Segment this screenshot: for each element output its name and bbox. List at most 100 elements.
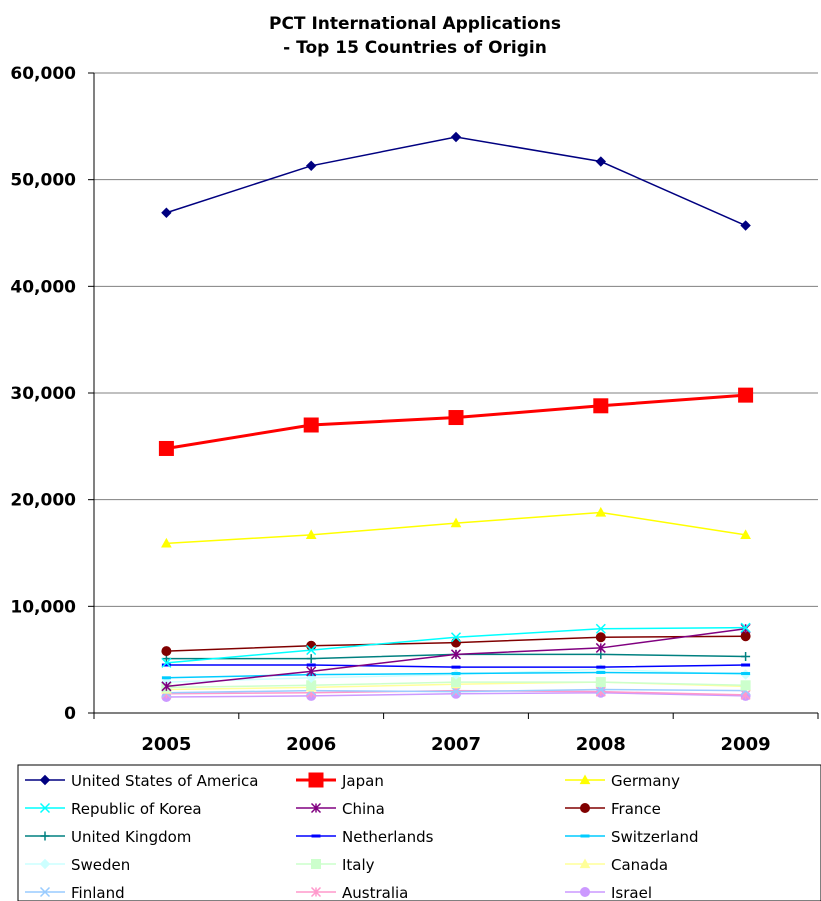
y-tick-label: 10,000: [10, 597, 76, 617]
y-tick-label: 50,000: [10, 171, 76, 191]
chart-subtitle: - Top 15 Countries of Origin: [283, 38, 547, 58]
data-point: [450, 131, 462, 143]
x-tick-label: 2007: [431, 734, 481, 755]
legend-label: United States of America: [71, 772, 258, 790]
data-point: [740, 680, 751, 691]
series-australia: [161, 685, 751, 700]
legend-label: China: [342, 800, 385, 818]
data-point: [741, 672, 751, 676]
legend-label: Republic of Korea: [71, 800, 202, 818]
data-point: [450, 517, 462, 528]
data-point: [161, 663, 171, 667]
legend-item: Finland: [25, 884, 125, 901]
data-point: [579, 774, 591, 785]
data-point: [450, 632, 462, 643]
series-japan: [158, 387, 754, 456]
x-tick-label: 2006: [286, 734, 336, 755]
data-point: [451, 665, 461, 669]
data-point: [595, 506, 607, 517]
series-netherlands: [161, 663, 751, 669]
y-tick-label: 20,000: [10, 491, 76, 511]
legend-label: Australia: [342, 884, 408, 901]
chart-title: PCT International Applications: [269, 14, 561, 34]
data-point: [579, 858, 591, 869]
data-point: [305, 160, 317, 172]
legend-item: United Kingdom: [25, 828, 191, 846]
series-germany: [161, 506, 751, 548]
legend-item: Canada: [565, 856, 668, 874]
data-point: [310, 802, 322, 814]
data-point: [161, 681, 172, 692]
data-point: [40, 831, 50, 841]
legend-label: Finland: [71, 884, 125, 901]
legend-label: France: [611, 800, 661, 818]
data-point: [740, 220, 751, 231]
data-point: [595, 632, 606, 643]
legend-box: [17, 764, 821, 901]
legend: United States of America Japan Germany Repu…: [17, 764, 821, 901]
y-tick-label: 30,000: [10, 384, 76, 404]
data-point: [741, 651, 751, 661]
x-tick-label: 2005: [141, 734, 191, 755]
data-point: [741, 663, 751, 667]
data-point: [306, 654, 316, 664]
legend-item: Australia: [296, 884, 408, 901]
data-point: [158, 440, 174, 456]
data-point: [450, 649, 462, 660]
legend-item: Switzerland: [565, 828, 699, 846]
data-point: [311, 859, 321, 869]
legend-label: Japan: [341, 772, 384, 790]
data-point: [305, 529, 317, 539]
legend-item: Japan: [296, 772, 384, 790]
y-tick-label: 40,000: [10, 277, 76, 297]
series-italy: [161, 677, 751, 693]
series-republic-of-korea: [161, 622, 751, 668]
data-point: [593, 398, 609, 414]
data-point: [740, 689, 751, 700]
series-line: [166, 136, 746, 227]
data-point: [306, 640, 317, 651]
legend-label: Netherlands: [342, 828, 434, 846]
x-tick-label: 2009: [721, 734, 771, 755]
data-point: [161, 657, 172, 668]
data-point: [308, 772, 324, 788]
data-point: [39, 802, 51, 814]
legend-item: China: [296, 800, 385, 818]
legend-item: United States of America: [25, 772, 258, 790]
data-point: [306, 645, 317, 656]
legend-label: Sweden: [71, 856, 130, 874]
y-tick-label: 0: [64, 704, 76, 724]
gridlines: [94, 72, 818, 607]
data-point: [306, 666, 317, 677]
series-united-states-of-america: [161, 131, 751, 231]
data-point: [448, 410, 464, 426]
data-point: [39, 886, 51, 898]
data-point: [303, 417, 319, 433]
data-point: [451, 672, 461, 676]
data-point: [161, 676, 171, 680]
legend-item: Republic of Korea: [25, 800, 202, 818]
data-point: [161, 537, 172, 548]
data-point: [596, 670, 606, 674]
legend-item: Germany: [565, 772, 680, 790]
series-china: [161, 623, 751, 692]
data-point: [740, 529, 751, 539]
data-point: [596, 665, 606, 669]
data-point: [595, 677, 606, 688]
data-point: [306, 663, 316, 667]
data-point: [161, 646, 172, 657]
legend-label: Germany: [611, 772, 680, 790]
legend-label: Canada: [611, 856, 668, 874]
legend-label: Switzerland: [611, 828, 699, 846]
data-point: [595, 156, 607, 167]
data-point: [595, 642, 606, 653]
legend-label: Israel: [611, 884, 652, 901]
y-tick-label: 60,000: [10, 64, 76, 84]
x-tick-label: 2008: [576, 734, 626, 755]
data-point: [450, 686, 462, 697]
data-point: [580, 887, 590, 897]
legend-item: Italy: [296, 856, 375, 874]
legend-item: Israel: [565, 884, 652, 901]
data-point: [580, 803, 590, 813]
